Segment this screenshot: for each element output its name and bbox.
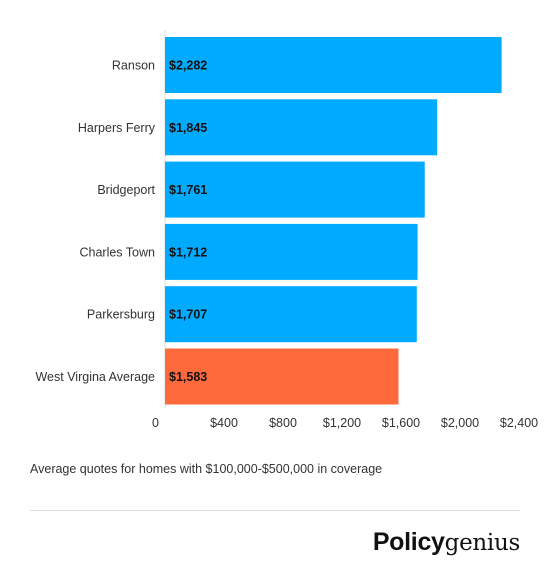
- bar-value-label: $2,282: [169, 59, 207, 73]
- logo-text-policy: Policy: [372, 528, 445, 556]
- x-tick-label: 0: [152, 416, 159, 430]
- bar: [165, 348, 399, 405]
- x-tick-label: $1,200: [323, 416, 361, 430]
- bar: [165, 223, 418, 280]
- category-label: Charles Town: [79, 245, 155, 259]
- bar-value-label: $1,583: [169, 370, 207, 384]
- labels-group: Ranson $2,282 Harpers Ferry $1,845 Bridgepor…: [35, 59, 207, 385]
- x-tick-label: $800: [269, 416, 297, 430]
- policygenius-logo: Policygenius: [373, 528, 520, 557]
- logo-text-genius: genius: [444, 530, 521, 556]
- x-tick-label: $1,600: [382, 416, 420, 430]
- bar: [165, 99, 438, 156]
- x-tick-label: $2,400: [500, 416, 538, 430]
- x-tick-label: $2,000: [441, 416, 479, 430]
- category-label: Bridgeport: [97, 183, 155, 197]
- bar-value-label: $1,761: [169, 183, 207, 197]
- category-label: Harpers Ferry: [78, 121, 156, 135]
- bars-group: [165, 37, 502, 405]
- bar-value-label: $1,707: [169, 308, 207, 322]
- bar-value-label: $1,712: [169, 245, 207, 259]
- x-tick-label: $400: [210, 416, 238, 430]
- bar: [165, 161, 425, 218]
- bar: [165, 286, 417, 343]
- category-label: Parkersburg: [87, 308, 155, 322]
- bar: [165, 37, 502, 93]
- footer-divider: [30, 510, 520, 511]
- category-label: Ranson: [112, 59, 155, 73]
- chart-caption: Average quotes for homes with $100,000-$…: [30, 462, 383, 476]
- bar-value-label: $1,845: [169, 121, 207, 135]
- ticks-group: 0 $400 $800 $1,200 $1,600 $2,000 $2,400: [152, 416, 538, 430]
- category-label: West Virgina Average: [35, 370, 155, 384]
- bar-chart: Ranson $2,282 Harpers Ferry $1,845 Bridgepor…: [35, 30, 538, 430]
